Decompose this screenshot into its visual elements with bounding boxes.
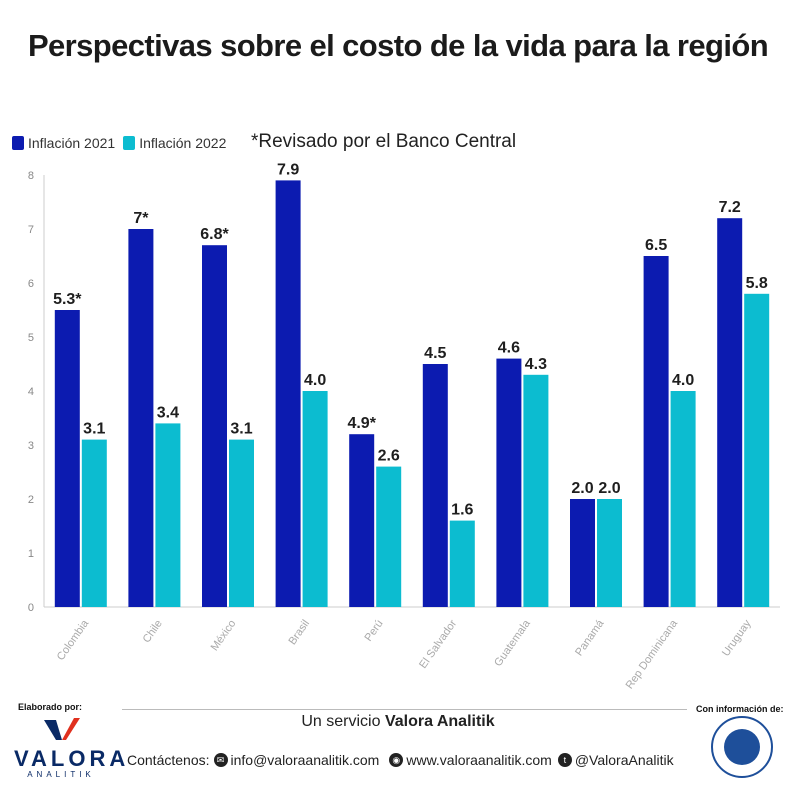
y-tick-label: 2 — [28, 494, 34, 506]
legend-label-2022: Inflación 2022 — [139, 135, 227, 151]
data-label: 5.8 — [746, 275, 768, 292]
imf-seal-icon — [711, 716, 773, 778]
legend-label-2021: Inflación 2021 — [28, 135, 116, 151]
bar-chart: 0 1 2 3 4 5 6 7 8 5.3* 3.1 Colombia 7* 3.4 Chile 6.8* 3.… — [28, 161, 780, 691]
bar-2022 — [155, 423, 181, 607]
service-brand: Valora Analitik — [384, 713, 495, 730]
bar-2021 — [643, 256, 669, 607]
globe-icon: ◉ — [389, 753, 404, 767]
data-label: 4.3 — [525, 356, 547, 373]
x-tick-label: México — [209, 618, 239, 653]
data-label: 2.6 — [378, 448, 400, 465]
bar-2021 — [496, 358, 522, 607]
service-prefix: Un servicio — [301, 713, 381, 730]
valora-logo: VALORA ANALITIK — [14, 716, 130, 779]
logo-sub: ANALITIK — [27, 770, 95, 779]
bar-2021 — [54, 310, 80, 607]
bar-2021 — [275, 180, 301, 607]
data-label: 3.1 — [230, 421, 252, 438]
data-label: 4.0 — [672, 372, 694, 389]
bar-2022 — [81, 439, 107, 607]
bar-2022 — [302, 391, 328, 607]
bar-2021 — [422, 364, 448, 607]
y-tick-label: 3 — [28, 440, 34, 452]
y-tick-label: 8 — [28, 170, 34, 182]
chart-title: Perspectivas sobre el costo de la vida p… — [27, 28, 769, 63]
bar-2022 — [744, 293, 770, 607]
contact-website[interactable]: www.valoraanalitik.com — [406, 752, 552, 768]
x-tick-label: El Salvador — [417, 618, 459, 671]
data-label: 6.5 — [645, 237, 667, 254]
bar-2021 — [349, 434, 375, 607]
data-label: 5.3* — [53, 291, 82, 308]
x-tick-label: Brasil — [286, 618, 312, 647]
valora-logo-mark-icon — [44, 718, 80, 740]
bar-2022 — [670, 391, 696, 607]
legend: Inflación 2021 Inflación 2022 — [12, 132, 234, 154]
data-label: 3.1 — [83, 421, 105, 438]
y-tick-label: 6 — [28, 278, 34, 290]
bar-2021 — [570, 499, 595, 607]
contact-twitter[interactable]: @ValoraAnalitik — [574, 752, 674, 768]
footer-divider — [122, 709, 687, 710]
y-tick-label: 0 — [28, 602, 34, 614]
x-tick-label: Chile — [141, 618, 165, 645]
data-label: 4.6 — [498, 340, 520, 357]
bar-2022 — [523, 374, 549, 607]
x-tick-label: Panamá — [573, 617, 607, 658]
legend-item-2021: Inflación 2021 — [12, 135, 115, 151]
x-tick-label: Uruguay — [720, 617, 754, 658]
data-label: 4.5 — [424, 345, 446, 362]
data-label: 4.0 — [304, 372, 326, 389]
data-label: 6.8* — [200, 226, 229, 243]
bar-2021 — [202, 245, 227, 607]
contact-label: Contáctenos: — [127, 752, 210, 768]
y-tick-label: 7 — [28, 224, 34, 236]
made-by-label: Elaborado por: — [18, 702, 83, 712]
data-label: 1.6 — [451, 502, 473, 519]
bar-2022 — [449, 520, 475, 607]
x-tick-label: Rep Dominicana — [624, 617, 681, 691]
twitter-icon: t — [557, 753, 572, 767]
x-tick-label: Perú — [362, 618, 385, 644]
email-icon: ✉ — [213, 753, 228, 767]
bar-2022 — [376, 466, 402, 607]
legend-swatch-2021 — [12, 136, 24, 150]
x-tick-label: Colombia — [55, 617, 92, 663]
bar-2022 — [229, 439, 254, 607]
y-tick-label: 4 — [28, 386, 34, 398]
revision-note: *Revisado por el Banco Central — [251, 131, 517, 152]
contact-email[interactable]: info@valoraanalitik.com — [230, 752, 380, 768]
x-tick-label: Guatemala — [492, 617, 533, 669]
data-label: 2.0 — [598, 480, 620, 497]
bar-2022 — [597, 499, 622, 607]
contacts-row: Contáctenos: ✉ info@valoraanalitik.com ◉… — [127, 750, 674, 770]
y-tick-label: 5 — [28, 332, 34, 344]
data-label: 3.4 — [157, 404, 179, 421]
data-label: 7.9 — [277, 161, 299, 178]
info-from-label: Con información de: — [696, 704, 784, 714]
bar-2021 — [717, 218, 743, 607]
data-label: 7.2 — [719, 199, 741, 216]
y-tick-label: 1 — [28, 548, 34, 560]
legend-swatch-2022 — [123, 136, 136, 150]
service-line: Un servicio Valora Analitik — [0, 713, 796, 731]
data-label: 2.0 — [571, 480, 593, 497]
legend-item-2022: Inflación 2022 — [123, 135, 226, 151]
data-label: 4.9* — [347, 415, 376, 432]
data-label: 7* — [133, 210, 149, 227]
bar-2021 — [128, 229, 154, 607]
logo-name: VALORA — [14, 746, 130, 771]
